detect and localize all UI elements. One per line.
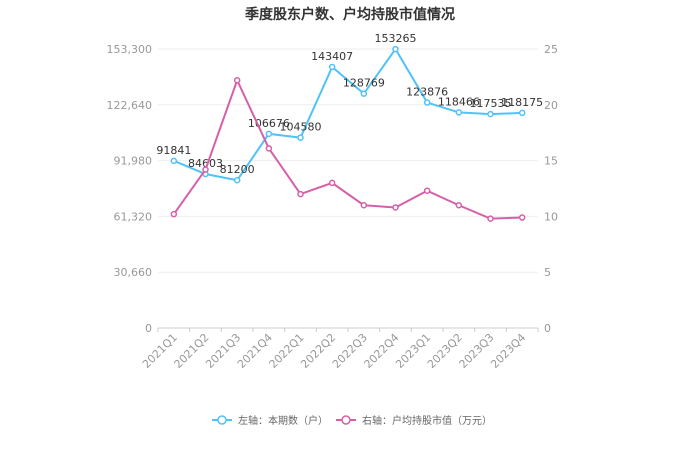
right-axis-tick-label: 5 — [544, 266, 551, 279]
data-point — [170, 210, 178, 218]
data-label: 123876 — [406, 86, 448, 99]
data-label: 104580 — [280, 121, 322, 134]
data-point — [423, 99, 431, 106]
right-axis-tick-label: 15 — [544, 155, 558, 168]
left-axis-tick-label: 122,640 — [107, 99, 153, 112]
data-label: 128769 — [343, 77, 385, 90]
data-label: 118466 — [438, 95, 480, 108]
right-axis-tick-label: 20 — [544, 99, 558, 112]
legend-label: 左轴：本期数（户） — [238, 414, 328, 427]
data-point — [518, 109, 526, 117]
left-axis-tick-label: 0 — [145, 322, 152, 335]
data-point — [487, 215, 494, 222]
data-label: 118175 — [501, 96, 543, 109]
data-point — [297, 190, 304, 198]
data-point — [233, 176, 241, 184]
data-point — [487, 110, 494, 118]
series-line-shareholder-count — [173, 47, 523, 182]
data-point — [233, 76, 241, 84]
data-label: 91841 — [156, 144, 191, 157]
left-axis-tick-label: 61,320 — [114, 210, 153, 223]
legend-label: 右轴：户均持股市值（万元） — [362, 414, 492, 427]
left-axis-tick-label: 91,980 — [114, 155, 153, 168]
data-point — [455, 109, 463, 116]
data-point — [360, 201, 368, 209]
legend-swatch-marker — [341, 415, 351, 425]
data-point — [423, 187, 431, 194]
right-axis-tick-label: 0 — [544, 322, 551, 335]
data-label: 117535 — [470, 97, 512, 110]
data-point — [518, 214, 526, 221]
right-axis-tick-label: 25 — [544, 43, 558, 56]
data-point — [265, 145, 273, 152]
data-point — [328, 63, 336, 71]
data-point — [202, 166, 209, 173]
left-axis-tick-label: 30,660 — [114, 266, 153, 279]
data-label: 81200 — [220, 163, 255, 176]
data-point — [455, 201, 463, 209]
chart-title: 季度股东户数、户均持股市值情况 — [245, 7, 455, 23]
series-line-avg-holding-value — [173, 77, 523, 220]
data-point — [392, 204, 399, 211]
data-point — [297, 134, 304, 141]
data-point — [328, 179, 336, 187]
data-point — [360, 90, 368, 97]
legend-swatch-marker — [217, 415, 227, 425]
data-point — [170, 157, 178, 165]
data-point — [392, 45, 399, 53]
left-axis-tick-label: 153,300 — [107, 43, 153, 56]
data-point — [265, 130, 273, 138]
data-label: 84603 — [188, 157, 223, 170]
data-label: 153265 — [375, 32, 417, 45]
data-label: 143407 — [311, 50, 353, 63]
right-axis-tick-label: 10 — [544, 210, 558, 223]
x-axis-tick-label: 2023Q4 — [488, 331, 528, 371]
